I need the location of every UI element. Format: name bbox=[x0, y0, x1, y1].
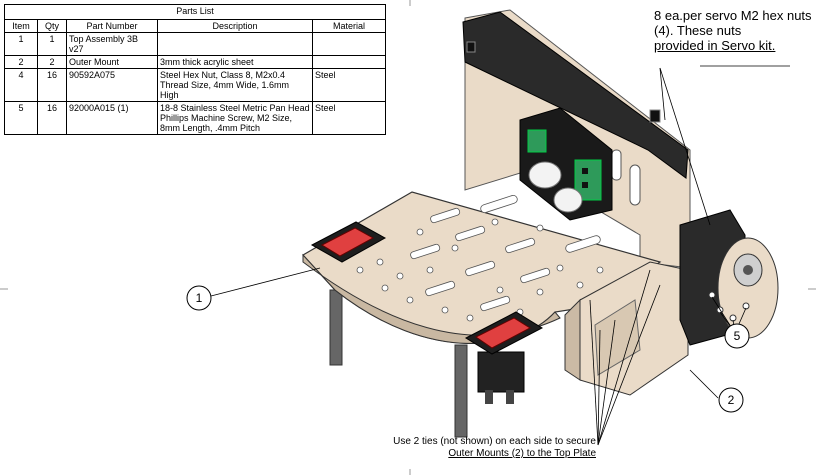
parts-list-title: Parts List bbox=[4, 4, 386, 20]
cell-description: 3mm thick acrylic sheet bbox=[157, 55, 313, 69]
header-material: Material bbox=[312, 19, 386, 33]
servo-nuts-note-line2: provided in Servo kit. bbox=[654, 38, 776, 53]
driver-board bbox=[519, 107, 613, 221]
outer-mount bbox=[564, 261, 689, 396]
ties-note: Use 2 ties (not shown) on each side to s… bbox=[356, 436, 596, 460]
header-item: Item bbox=[4, 19, 38, 33]
parts-list-table: Parts List Item Qty Part Number Descript… bbox=[4, 4, 386, 135]
cell-item: 2 bbox=[4, 55, 38, 69]
table-row: 5 16 92000A015 (1) 18-8 Stainless Steel … bbox=[4, 101, 386, 135]
cell-item: 5 bbox=[4, 101, 38, 135]
cell-description: Steel Hex Nut, Class 8, M2x0.4 Thread Si… bbox=[157, 68, 313, 102]
servo-motor bbox=[679, 209, 779, 346]
cell-part-number: Top Assembly 3B v27 bbox=[66, 32, 158, 56]
cell-part-number: 90592A075 bbox=[66, 68, 158, 102]
cell-part-number: 92000A015 (1) bbox=[66, 101, 158, 135]
callout-2: 2 bbox=[718, 387, 744, 413]
svg-text:5: 5 bbox=[734, 329, 741, 343]
cell-qty: 16 bbox=[37, 68, 67, 102]
cell-item: 1 bbox=[4, 32, 38, 56]
standoff-legs bbox=[329, 289, 468, 438]
cell-description bbox=[157, 32, 313, 56]
leader-lines bbox=[210, 65, 790, 446]
servo-nuts-note-line1: 8 ea.per servo M2 hex nuts (4). These nu… bbox=[654, 8, 812, 38]
cell-material: Steel bbox=[312, 101, 386, 135]
lower-switch bbox=[477, 351, 525, 404]
servo-nuts-note: 8 ea.per servo M2 hex nuts (4). These nu… bbox=[654, 8, 814, 53]
cell-material bbox=[312, 32, 386, 56]
cell-part-number: Outer Mount bbox=[66, 55, 158, 69]
cell-qty: 2 bbox=[37, 55, 67, 69]
cell-qty: 1 bbox=[37, 32, 67, 56]
header-qty: Qty bbox=[37, 19, 67, 33]
cell-item: 4 bbox=[4, 68, 38, 102]
cell-description: 18-8 Stainless Steel Metric Pan Head Phi… bbox=[157, 101, 313, 135]
cell-qty: 16 bbox=[37, 101, 67, 135]
rocker-switch-left bbox=[310, 221, 387, 263]
rocker-switch-right bbox=[464, 311, 544, 355]
ties-note-line1: Use 2 ties (not shown) on each side to s… bbox=[393, 436, 596, 447]
header-part-number: Part Number bbox=[66, 19, 158, 33]
table-row: 1 1 Top Assembly 3B v27 bbox=[4, 32, 386, 56]
svg-text:2: 2 bbox=[728, 393, 735, 407]
cell-material bbox=[312, 55, 386, 69]
svg-text:1: 1 bbox=[196, 291, 203, 305]
callout-1: 1 bbox=[186, 285, 212, 311]
cell-material: Steel bbox=[312, 68, 386, 102]
table-row: 2 2 Outer Mount 3mm thick acrylic sheet bbox=[4, 55, 386, 69]
header-description: Description bbox=[157, 19, 313, 33]
parts-list-header-row: Item Qty Part Number Description Materia… bbox=[4, 19, 386, 33]
callout-5: 5 bbox=[724, 323, 750, 349]
table-row: 4 16 90592A075 Steel Hex Nut, Class 8, M… bbox=[4, 68, 386, 102]
ties-note-line2: Outer Mounts (2) to the Top Plate bbox=[448, 448, 596, 459]
